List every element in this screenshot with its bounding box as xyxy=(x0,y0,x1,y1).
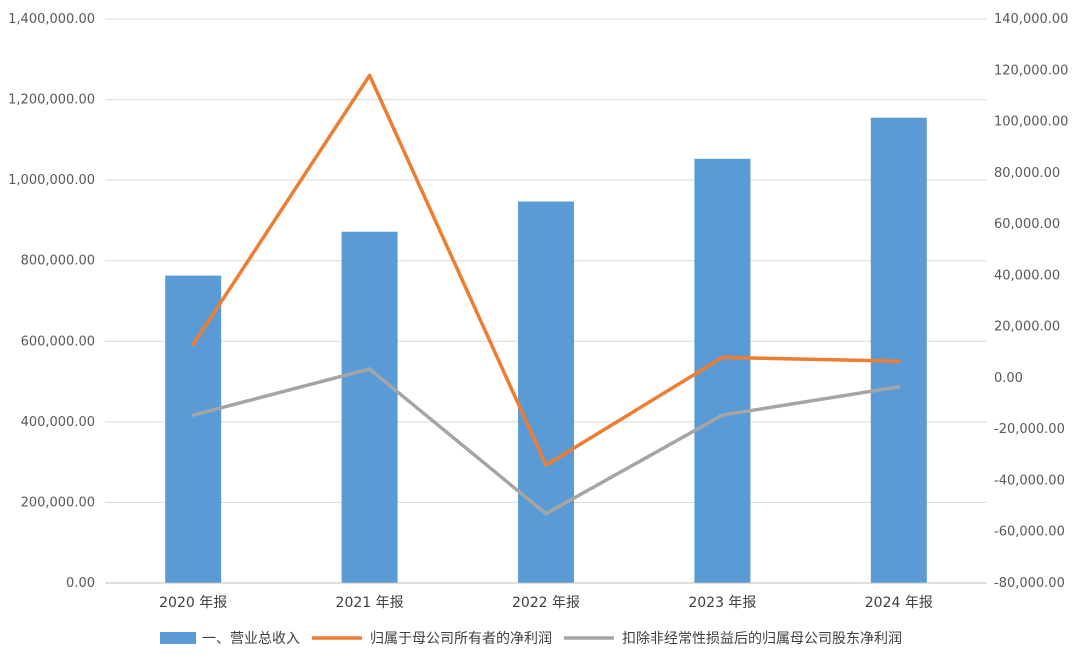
legend-label: 归属于母公司所有者的净利润 xyxy=(370,630,552,647)
legend: 一、营业总收入 归属于母公司所有者的净利润 扣除非经常性损益后的归属母公司股东净利润 xyxy=(160,630,902,647)
left-y-axis: 0.00 200,000.00 400,000.00 600,000.00 800,00… xyxy=(8,12,95,591)
right-tick-label: 0.00 xyxy=(994,371,1023,386)
bar xyxy=(518,201,574,583)
right-tick-label: 140,000.00 xyxy=(994,12,1068,27)
left-tick-label: 800,000.00 xyxy=(21,254,95,269)
bar xyxy=(341,231,398,584)
right-y-axis: -80,000.00 -60,000.00 -40,000.00 -20,000.00… xyxy=(994,12,1068,591)
right-tick-label: 20,000.00 xyxy=(994,320,1060,335)
right-tick-label: -20,000.00 xyxy=(994,422,1065,437)
bar xyxy=(870,117,927,583)
bar xyxy=(165,275,222,583)
category-label: 2021 年报 xyxy=(336,595,404,611)
right-tick-label: -80,000.00 xyxy=(994,576,1065,591)
line-series xyxy=(191,73,901,516)
right-tick-label: 120,000.00 xyxy=(994,63,1068,78)
category-label: 2022 年报 xyxy=(512,595,580,611)
series-line xyxy=(191,367,901,516)
right-tick-label: 40,000.00 xyxy=(994,268,1060,283)
right-tick-label: -40,000.00 xyxy=(994,473,1065,488)
series-line xyxy=(191,73,901,467)
legend-label: 一、营业总收入 xyxy=(202,631,300,647)
legend-swatch xyxy=(160,632,196,644)
bar-series xyxy=(165,117,927,584)
category-label: 2024 年报 xyxy=(865,595,933,611)
right-tick-label: 80,000.00 xyxy=(994,166,1060,181)
left-tick-label: 200,000.00 xyxy=(21,495,95,510)
x-axis: 2020 年报 2021 年报 2022 年报 2023 年报 2024 年报 xyxy=(105,582,987,611)
left-tick-label: 1,000,000.00 xyxy=(8,173,95,188)
right-tick-label: -60,000.00 xyxy=(994,525,1065,540)
left-tick-label: 0.00 xyxy=(66,576,95,591)
left-tick-label: 1,400,000.00 xyxy=(8,12,95,27)
left-tick-label: 400,000.00 xyxy=(21,415,95,430)
legend-label: 扣除非经常性损益后的归属母公司股东净利润 xyxy=(622,630,902,647)
category-label: 2023 年报 xyxy=(688,595,756,611)
bar xyxy=(694,158,751,583)
right-tick-label: 60,000.00 xyxy=(994,217,1060,232)
left-tick-label: 1,200,000.00 xyxy=(8,93,95,108)
left-tick-label: 600,000.00 xyxy=(21,334,95,349)
category-label: 2020 年报 xyxy=(159,595,227,611)
right-tick-label: 100,000.00 xyxy=(994,115,1068,130)
